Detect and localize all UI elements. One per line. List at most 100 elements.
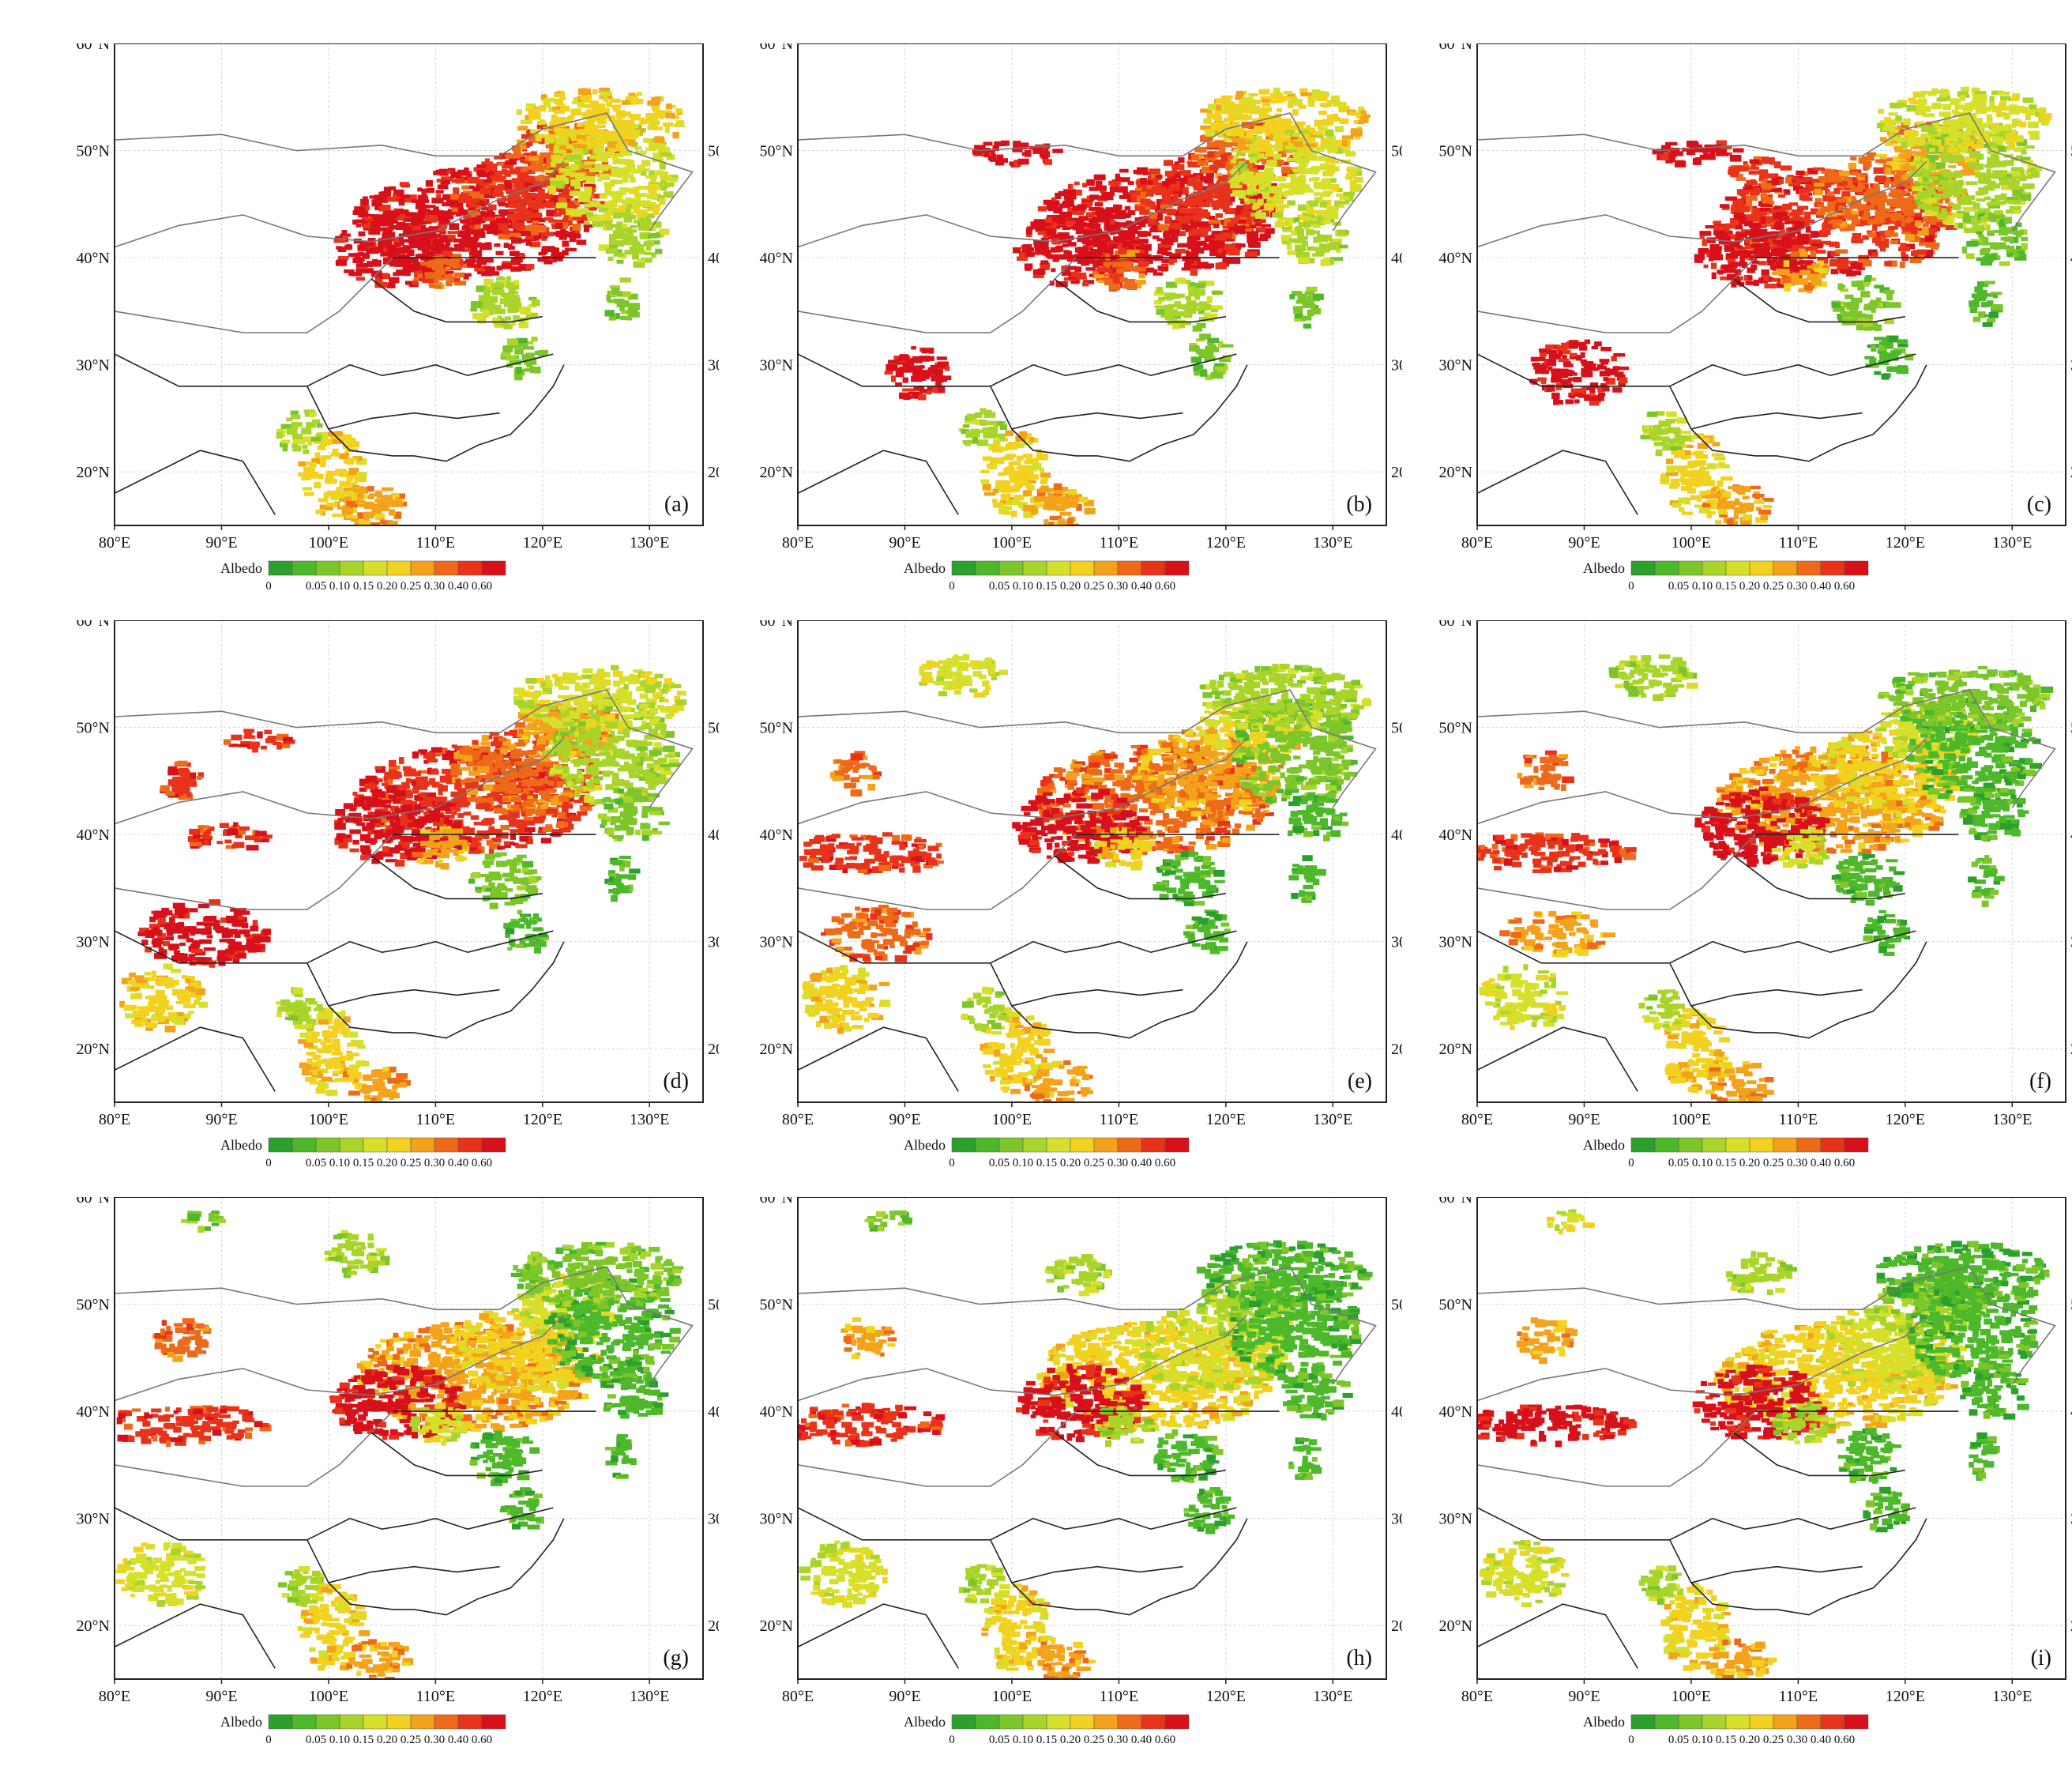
colorbar-tick: 0.20 — [1060, 580, 1081, 593]
albedo-cell — [990, 458, 1002, 464]
albedo-cell — [1099, 218, 1108, 223]
albedo-cell — [1333, 102, 1345, 107]
albedo-cell — [645, 252, 652, 255]
albedo-cell — [1258, 89, 1269, 95]
albedo-cell — [1699, 231, 1711, 235]
colorbar-swatch — [1070, 561, 1094, 575]
albedo-cell — [471, 301, 483, 308]
map-svg: 80°E90°E90°E100°E100°E110°E110°E120°E120… — [55, 43, 719, 612]
albedo-cell — [358, 232, 365, 236]
albedo-cell — [353, 210, 361, 215]
albedo-cell — [1266, 160, 1277, 167]
albedo-cell — [411, 222, 419, 226]
albedo-cell — [998, 421, 1003, 425]
albedo-cell — [1119, 248, 1126, 254]
albedo-cell — [1224, 218, 1231, 222]
albedo-cell — [1291, 231, 1296, 235]
albedo-cell — [891, 375, 896, 382]
albedo-cell — [1306, 287, 1318, 292]
albedo-cell — [390, 501, 403, 506]
albedo-cell — [1216, 98, 1228, 103]
albedo-cell — [526, 142, 533, 146]
colorbar-tick: 0.15 — [1036, 580, 1057, 593]
albedo-cell — [1774, 248, 1786, 254]
albedo-cell — [1791, 209, 1803, 215]
albedo-cell — [1017, 476, 1028, 480]
colorbar-title: Albedo — [904, 560, 946, 576]
albedo-cell — [506, 282, 513, 288]
albedo-cell — [502, 345, 513, 352]
albedo-cell — [1223, 201, 1233, 205]
albedo-cell — [344, 245, 352, 250]
albedo-cell — [551, 250, 559, 254]
albedo-cell — [1785, 243, 1791, 248]
albedo-cell — [1049, 495, 1061, 501]
albedo-cell — [348, 441, 359, 447]
albedo-cell — [362, 253, 369, 258]
albedo-cell — [448, 235, 456, 239]
albedo-cell — [405, 213, 416, 217]
colorbar-swatch — [999, 561, 1023, 575]
albedo-cell — [1293, 99, 1303, 106]
albedo-cell — [510, 266, 521, 272]
boundary-line — [1097, 365, 1247, 461]
albedo-cell — [574, 145, 587, 149]
albedo-cell — [927, 367, 934, 375]
albedo-cell — [585, 221, 590, 224]
albedo-cell — [345, 515, 358, 518]
albedo-cell — [412, 199, 419, 203]
albedo-cell — [384, 495, 393, 499]
albedo-cell — [1850, 156, 1856, 160]
albedo-cell — [1213, 187, 1217, 192]
albedo-cell — [1198, 147, 1206, 153]
albedo-cell — [1717, 269, 1724, 273]
albedo-cell — [326, 503, 338, 506]
albedo-cell — [301, 427, 311, 435]
albedo-cell — [1010, 500, 1019, 506]
albedo-cell — [1342, 135, 1353, 138]
albedo-cell — [470, 308, 477, 311]
albedo-cell — [457, 230, 467, 236]
albedo-cell — [1217, 249, 1222, 254]
albedo-cell — [1799, 221, 1804, 228]
albedo-cell — [936, 378, 947, 382]
albedo-cell — [1230, 183, 1239, 187]
albedo-cell — [1195, 283, 1205, 288]
albedo-cell — [303, 450, 309, 454]
albedo-cell — [1130, 191, 1140, 195]
albedo-cell — [1016, 482, 1023, 488]
albedo-cell — [1698, 249, 1708, 254]
albedo-cell — [1079, 497, 1088, 503]
albedo-cell — [1249, 156, 1257, 163]
albedo-cell — [1730, 252, 1738, 259]
albedo-cell — [1212, 291, 1224, 295]
albedo-cell — [357, 245, 367, 251]
albedo-cell — [461, 186, 469, 190]
albedo-cell — [610, 149, 615, 156]
albedo-cell — [1302, 316, 1312, 321]
albedo-cell — [1119, 169, 1129, 173]
albedo-cell — [572, 150, 583, 154]
albedo-cell — [449, 223, 459, 230]
albedo-cell — [1036, 454, 1048, 460]
lat-tick-label: 40°N — [77, 250, 110, 267]
albedo-cell — [1235, 228, 1243, 234]
albedo-cell — [572, 224, 581, 231]
albedo-cell — [576, 190, 581, 194]
albedo-cell — [1829, 259, 1838, 265]
albedo-cell — [1258, 238, 1268, 241]
albedo-cell — [1338, 201, 1349, 205]
lon-tick-label: 100°E — [992, 534, 1032, 552]
albedo-cell — [381, 191, 390, 196]
albedo-cell — [1190, 282, 1195, 286]
albedo-cell — [1318, 126, 1327, 130]
albedo-cell — [378, 503, 389, 509]
albedo-cell — [1078, 247, 1089, 254]
albedo-cell — [1196, 209, 1208, 216]
albedo-cell — [1068, 489, 1077, 495]
albedo-cell — [539, 105, 547, 111]
albedo-cell — [1754, 248, 1762, 254]
lat-tick-label: 60°N — [760, 43, 793, 53]
albedo-cell — [388, 283, 395, 288]
albedo-cell — [1262, 103, 1271, 107]
